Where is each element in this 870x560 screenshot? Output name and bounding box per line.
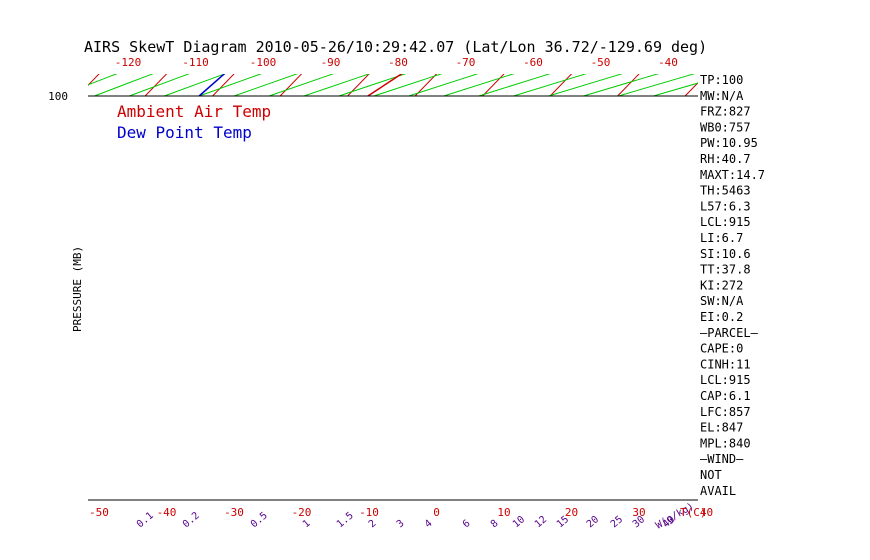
y-axis-label: PRESSURE (MB) [71, 246, 84, 332]
bottom-temp-tick-label: -40 [157, 506, 177, 519]
bottom-temp-tick-label: 20 [565, 506, 578, 519]
bottom-temp-tick-label: -20 [292, 506, 312, 519]
bottom-temp-tick-label: 10 [497, 506, 510, 519]
stat-item: FRZ:827 [700, 105, 751, 119]
pressure-tick-label: 100 [48, 90, 68, 103]
mixing-ratio-label: 1 [301, 518, 313, 530]
mixing-ratio-label: 20 [585, 514, 601, 530]
chart-title: AIRS SkewT Diagram 2010-05-26/10:29:42.0… [84, 38, 707, 56]
top-temp-tick-label: -50 [591, 56, 611, 69]
bottom-temp-tick-label: -50 [89, 506, 109, 519]
axis-layer: 0.10.20.511.5234681012152025304010020030… [48, 56, 713, 530]
legend-temp: Ambient Air Temp [117, 102, 271, 121]
top-temp-tick-label: -80 [388, 56, 408, 69]
stat-item: —PARCEL— [700, 326, 759, 340]
stat-item: LI:6.7 [700, 231, 743, 245]
isotherm-line [820, 0, 870, 96]
mixing-ratio-label: 2 [367, 518, 379, 530]
mixing-ratio-label: 3 [395, 518, 407, 530]
top-temp-tick-label: -60 [523, 56, 543, 69]
top-temp-tick-label: -100 [250, 56, 277, 69]
stat-item: LCL:915 [700, 373, 751, 387]
mixing-ratio-label: 0.1 [135, 510, 156, 530]
mixing-ratio-label: 6 [461, 518, 473, 530]
top-temp-tick-label: -110 [182, 56, 209, 69]
stat-item: MW:N/A [700, 89, 744, 103]
mixing-ratio-label: 10 [511, 514, 527, 530]
stat-item: L57:6.3 [700, 199, 751, 213]
top-temp-tick-label: -90 [321, 56, 341, 69]
top-temp-tick-label: -40 [658, 56, 678, 69]
mixing-ratio-label: 8 [489, 518, 501, 530]
stat-item: TT:37.8 [700, 263, 751, 277]
stat-item: TH:5463 [700, 184, 751, 198]
legend-dew: Dew Point Temp [117, 123, 252, 142]
stat-item: WB0:757 [700, 120, 751, 134]
bottom-temp-tick-label: -30 [224, 506, 244, 519]
top-temp-tick-label: -70 [456, 56, 476, 69]
stat-item: EL:847 [700, 421, 743, 435]
mixing-ratio-label: 4 [423, 518, 435, 530]
bottom-temp-tick-label: 30 [632, 506, 645, 519]
stat-item: EI:0.2 [700, 310, 743, 324]
top-temp-tick-label: -120 [115, 56, 142, 69]
mixing-ratio-label: 1.5 [335, 510, 356, 530]
stat-item: AVAIL [700, 484, 736, 498]
stat-item: PW:10.95 [700, 136, 758, 150]
mixing-ratio-label: 25 [609, 514, 625, 530]
stat-item: MPL:840 [700, 436, 751, 450]
mixing-ratio-label: 12 [533, 514, 549, 530]
stat-item: NOT [700, 468, 722, 482]
stat-item: CAPE:0 [700, 342, 743, 356]
stat-item: RH:40.7 [700, 152, 751, 166]
stat-item: CINH:11 [700, 357, 751, 371]
bottom-temp-tick-label: 40 [700, 506, 713, 519]
stat-item: LCL:915 [700, 215, 751, 229]
bottom-temp-tick-label: -10 [359, 506, 379, 519]
stat-item: CAP:6.1 [700, 389, 751, 403]
stat-item: LFC:857 [700, 405, 751, 419]
stat-item: —WIND— [700, 452, 744, 466]
stat-item: KI:272 [700, 278, 743, 292]
stat-item: TP:100 [700, 73, 743, 87]
mixing-ratio-label: 0.5 [249, 510, 270, 530]
stat-item: SI:10.6 [700, 247, 751, 261]
legend: Ambient Air Temp Dew Point Temp [117, 102, 271, 142]
mixing-ratio-label: 0.2 [181, 510, 202, 530]
t-unit-label: T(C) [680, 506, 707, 519]
stat-item: MAXT:14.7 [700, 168, 765, 182]
bottom-temp-tick-label: 0 [433, 506, 440, 519]
isotherm-line [753, 0, 870, 96]
stat-item: SW:N/A [700, 294, 744, 308]
